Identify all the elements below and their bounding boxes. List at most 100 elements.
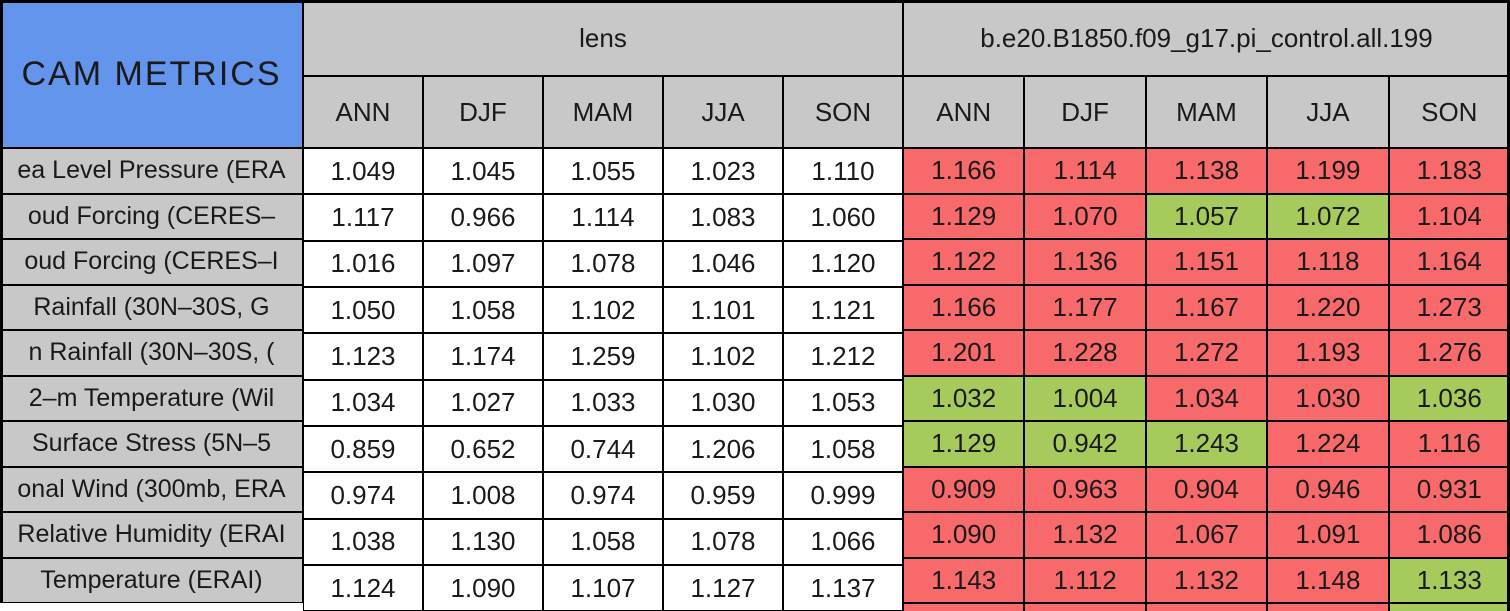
run-value-cell: 1.199: [1267, 148, 1389, 194]
run-value-cell: 0.942: [1024, 421, 1146, 467]
lens-value-cell: 1.050: [303, 286, 423, 334]
run-value-cell: 1.166: [903, 148, 1025, 194]
row-label: Rainfall (30N–30S, G: [0, 284, 303, 330]
lens-value-cell: 1.130: [423, 518, 543, 565]
season-header-run-mam: MAM: [1145, 76, 1268, 148]
run-value-cell: 0.909: [903, 466, 1025, 512]
lens-value-cell: 1.060: [783, 194, 903, 241]
row-label: 2–m Temperature (Wil: [0, 375, 303, 421]
run-value-cell: 1.136: [1024, 239, 1146, 285]
run-value-cell: 1.148: [1267, 557, 1389, 603]
run-value-cell: 1.166: [903, 284, 1025, 330]
table-top-border: [0, 0, 1510, 3]
run-value-cell: 1.004: [1024, 375, 1146, 421]
lens-value-cell: 1.137: [783, 564, 903, 611]
season-header-lens-ann: ANN: [303, 76, 423, 148]
season-header-lens-mam: MAM: [543, 76, 663, 148]
run-value-cell: 1.116: [1388, 421, 1510, 467]
run-value-cell: 1.164: [1388, 239, 1510, 285]
run-value-cell: 1.114: [1024, 148, 1146, 194]
lens-value-cell: 1.097: [423, 240, 543, 287]
cutoff-row-cell: [1388, 603, 1510, 611]
run-value-cell: 1.224: [1267, 421, 1389, 467]
season-header-lens-djf: DJF: [423, 76, 543, 148]
lens-value-cell: 0.974: [543, 472, 663, 519]
lens-value-cell: 1.121: [783, 286, 903, 334]
season-header-lens-son: SON: [783, 76, 903, 148]
lens-value-cell: 1.124: [303, 564, 423, 611]
run-value-cell: 0.963: [1024, 466, 1146, 512]
row-label: Relative Humidity (ERAI: [0, 512, 303, 558]
run-value-cell: 1.193: [1267, 330, 1389, 376]
run-value-cell: 1.151: [1145, 239, 1268, 285]
table-left-border: [0, 0, 3, 603]
run-value-cell: 1.143: [903, 557, 1025, 603]
lens-value-cell: 1.114: [543, 194, 663, 241]
column-group-lens-label: lens: [579, 22, 627, 53]
run-value-cell: 1.132: [1024, 512, 1146, 558]
lens-value-cell: 1.038: [303, 518, 423, 565]
lens-value-cell: 0.966: [423, 194, 543, 241]
lens-value-cell: 0.999: [783, 472, 903, 519]
run-value-cell: 1.167: [1145, 284, 1268, 330]
run-value-cell: 1.122: [903, 239, 1025, 285]
season-header-run-djf: DJF: [1024, 76, 1146, 148]
lens-value-cell: 1.120: [783, 240, 903, 287]
season-header-run-jja: JJA: [1267, 76, 1389, 148]
lens-value-cell: 0.859: [303, 425, 423, 473]
run-value-cell: 1.201: [903, 330, 1025, 376]
lens-value-cell: 1.023: [663, 148, 783, 195]
row-label: Surface Stress (5N–5: [0, 421, 303, 467]
row-label: n Rainfall (30N–30S, (: [0, 330, 303, 376]
lens-value-cell: 0.974: [303, 472, 423, 519]
row-label: oud Forcing (CERES–: [0, 193, 303, 239]
run-value-cell: 1.132: [1145, 557, 1268, 603]
run-value-cell: 1.228: [1024, 330, 1146, 376]
lens-value-cell: 1.030: [663, 379, 783, 426]
lens-value-cell: 0.652: [423, 425, 543, 473]
cutoff-row-cell: [1024, 603, 1146, 611]
run-value-cell: 1.032: [903, 375, 1025, 421]
run-value-cell: 1.072: [1267, 193, 1389, 239]
lens-value-cell: 1.034: [303, 379, 423, 426]
run-value-cell: 1.273: [1388, 284, 1510, 330]
row-label: onal Wind (300mb, ERA: [0, 466, 303, 512]
lens-value-cell: 1.117: [303, 194, 423, 241]
lens-value-cell: 1.053: [783, 379, 903, 426]
row-label: ea Level Pressure (ERA: [0, 148, 303, 194]
run-value-cell: 1.112: [1024, 557, 1146, 603]
lens-value-cell: 1.102: [663, 333, 783, 380]
lens-value-cell: 1.058: [423, 286, 543, 334]
cutoff-row-cell: [1145, 603, 1268, 611]
run-value-cell: 1.220: [1267, 284, 1389, 330]
lens-value-cell: 1.058: [783, 425, 903, 473]
lens-value-cell: 1.123: [303, 333, 423, 380]
run-value-cell: 0.931: [1388, 466, 1510, 512]
table-title-cell: CAM METRICS: [0, 0, 303, 148]
lens-value-cell: 1.083: [663, 194, 783, 241]
run-value-cell: 1.091: [1267, 512, 1389, 558]
lens-value-cell: 1.110: [783, 148, 903, 195]
run-value-cell: 1.034: [1145, 375, 1268, 421]
run-value-cell: 1.243: [1145, 421, 1268, 467]
season-header-run-ann: ANN: [903, 76, 1025, 148]
lens-value-cell: 1.107: [543, 564, 663, 611]
table-right-border: [1507, 0, 1510, 611]
lens-value-cell: 1.206: [663, 425, 783, 473]
lens-value-cell: 1.078: [663, 518, 783, 565]
lens-value-cell: 1.090: [423, 564, 543, 611]
run-value-cell: 0.904: [1145, 466, 1268, 512]
lens-value-cell: 1.174: [423, 333, 543, 380]
lens-value-cell: 1.033: [543, 379, 663, 426]
lens-value-cell: 1.008: [423, 472, 543, 519]
run-value-cell: 1.086: [1388, 512, 1510, 558]
lens-value-cell: 1.102: [543, 286, 663, 334]
lens-value-cell: 1.016: [303, 240, 423, 287]
column-group-lens: lens: [303, 0, 903, 76]
lens-value-cell: 1.127: [663, 564, 783, 611]
run-value-cell: 1.030: [1267, 375, 1389, 421]
run-value-cell: 1.090: [903, 512, 1025, 558]
run-value-cell: 1.138: [1145, 148, 1268, 194]
row-label: Temperature (ERAI): [0, 557, 303, 603]
